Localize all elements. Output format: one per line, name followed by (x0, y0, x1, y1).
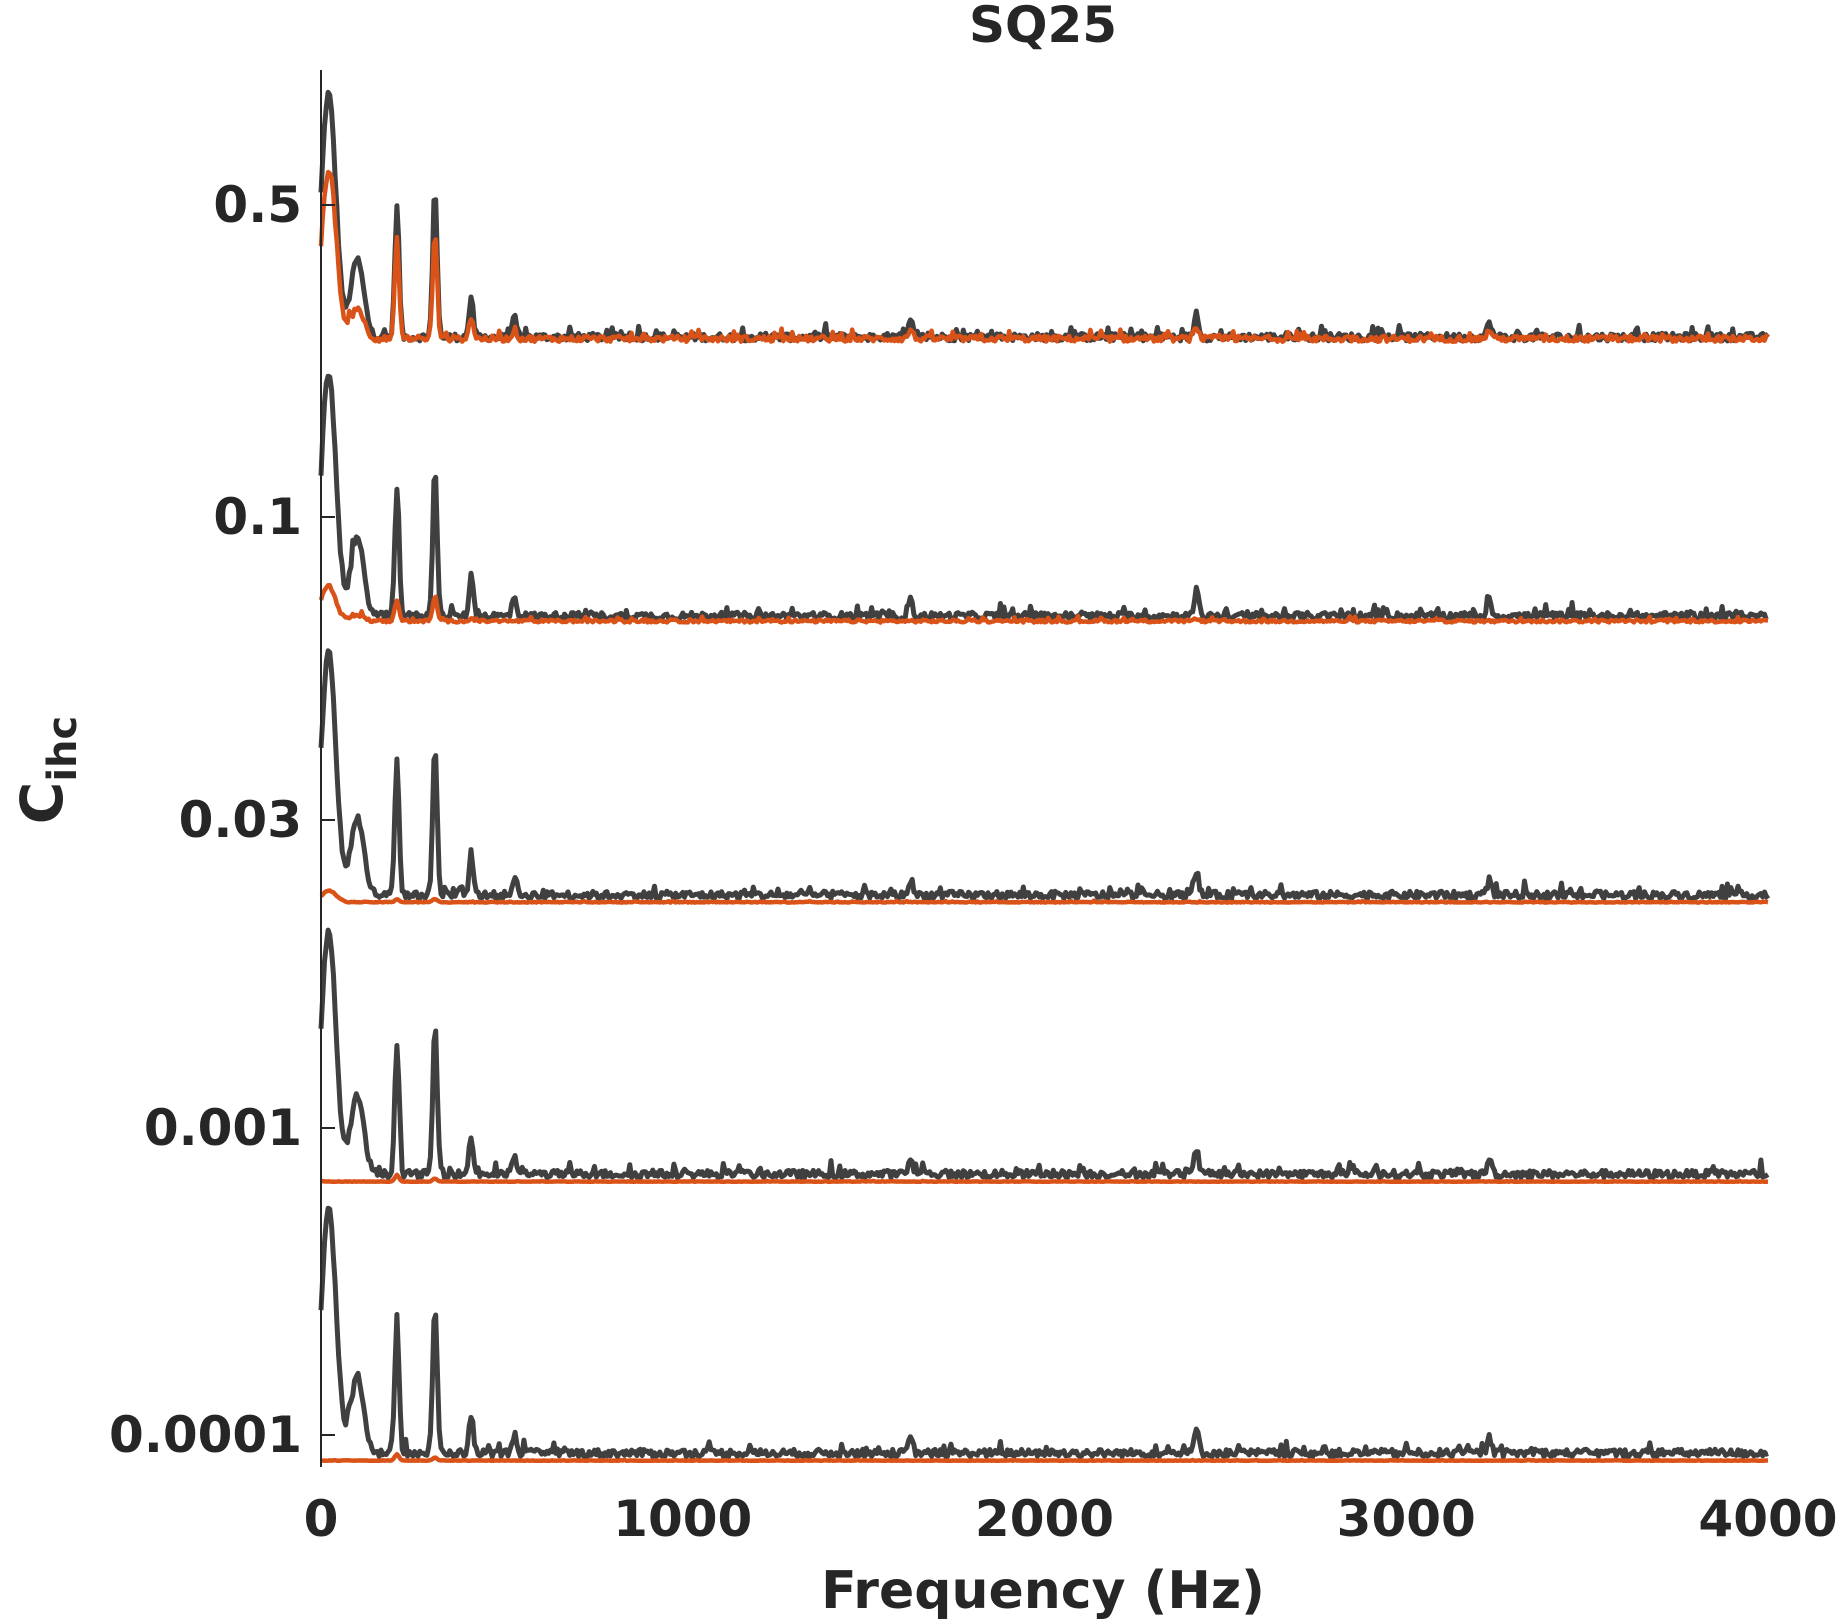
svg-text:Cihc: Cihc (8, 716, 86, 824)
x-axis-label: Frequency (Hz) (821, 1561, 1265, 1621)
x-tick-label: 0 (304, 1490, 339, 1548)
y-axis-label-main: C (8, 782, 76, 825)
y-tick-label: 0.03 (179, 791, 302, 849)
panel-2-series-orange (318, 582, 1769, 625)
y-tick-label: 0.001 (144, 1099, 302, 1157)
y-tick-label: 0.0001 (109, 1406, 302, 1464)
x-tick-group: 0 1000 2000 3000 4000 (304, 1490, 1838, 1548)
panel-3 (318, 648, 1771, 905)
panel-4-series-orange (320, 1172, 1769, 1185)
y-tick-label: 0.5 (213, 176, 302, 234)
x-tick-label: 2000 (975, 1490, 1114, 1548)
x-tick-label: 1000 (613, 1490, 752, 1548)
panel-5-series-orange (320, 1451, 1769, 1464)
panel-4 (318, 927, 1770, 1185)
y-axis-label-subscript: ihc (40, 716, 86, 782)
panel-5-series-dark (318, 1205, 1769, 1460)
panel-2 (318, 373, 1769, 625)
panel-1-series-dark (318, 89, 1770, 344)
panel-4-series-dark (318, 927, 1770, 1181)
y-axis-label: Cihc (8, 716, 86, 824)
y-tick-group: 0.5 0.1 0.03 0.001 0.0001 (109, 176, 335, 1464)
panel-5 (318, 1205, 1769, 1464)
panel-1-series-orange (318, 169, 1770, 344)
panel-2-series-dark (318, 373, 1769, 623)
panel-1 (318, 89, 1770, 344)
x-tick-label: 4000 (1698, 1490, 1837, 1548)
y-tick-label: 0.1 (213, 488, 302, 546)
panel-3-series-orange (319, 888, 1769, 905)
plot-area (318, 89, 1771, 1464)
chart-title: SQ25 (969, 0, 1117, 54)
x-tick-label: 3000 (1337, 1490, 1476, 1548)
panel-3-series-dark (318, 648, 1771, 902)
